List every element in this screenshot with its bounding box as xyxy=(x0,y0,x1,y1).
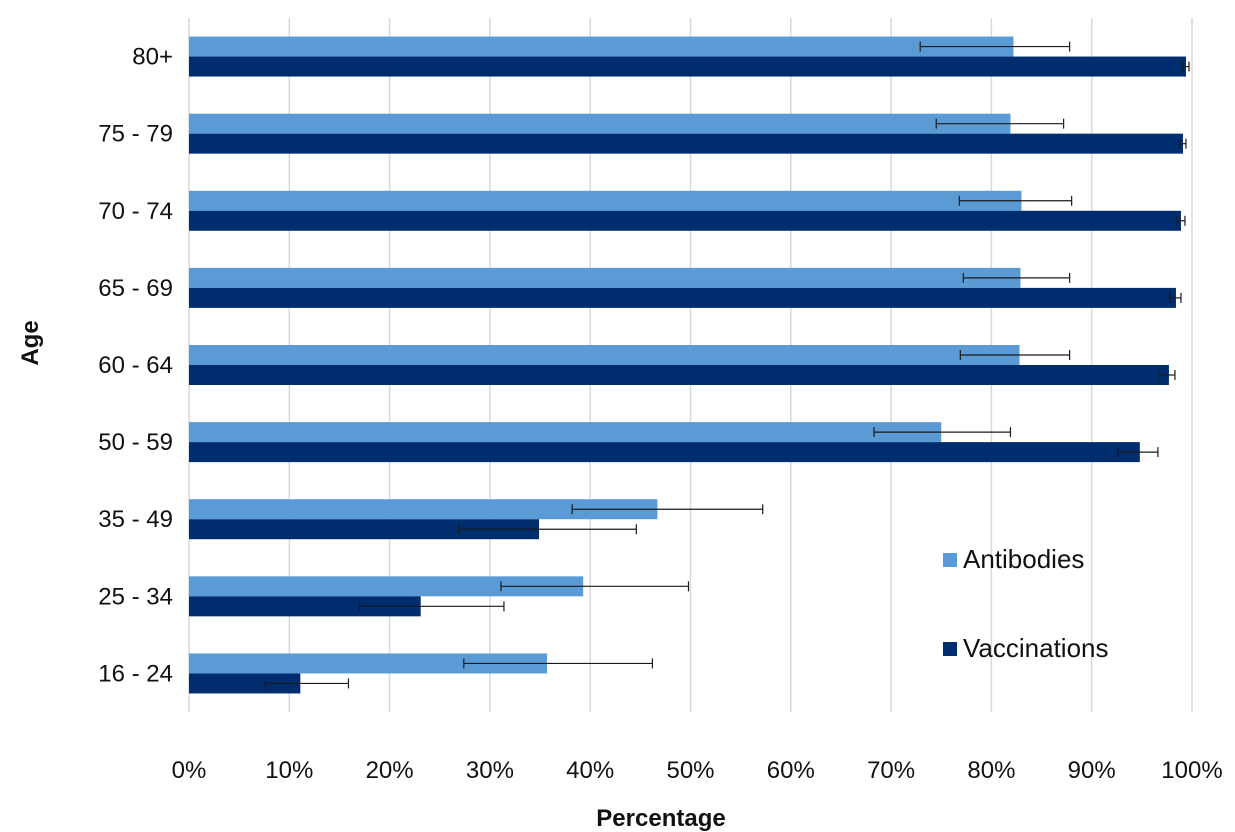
y-axis-title: Age xyxy=(17,320,44,365)
error-bar-antibodies xyxy=(463,658,653,669)
x-tick-label: 100% xyxy=(1161,757,1222,784)
error-bar-vaccinations xyxy=(1117,447,1159,458)
bars xyxy=(189,36,1186,694)
legend-label-vaccinations: Vaccinations xyxy=(963,633,1109,663)
y-tick-labels: 80+ 75 - 79 70 - 74 65 - 69 60 - 64 50 - 59 35… xyxy=(98,44,173,688)
x-tick-label: 70% xyxy=(867,757,915,784)
x-tick-label: 30% xyxy=(466,757,514,784)
error-bar-antibodies xyxy=(919,41,1071,52)
bar-antibodies xyxy=(189,576,584,597)
legend-swatch-antibodies xyxy=(943,553,957,567)
x-tick-label: 80% xyxy=(967,757,1015,784)
error-bar-antibodies xyxy=(571,504,764,515)
bar-vaccinations xyxy=(189,210,1181,231)
y-tick-label: 75 - 79 xyxy=(98,121,173,148)
y-tick-label: 60 - 64 xyxy=(98,352,173,379)
error-bar-vaccinations xyxy=(1159,370,1176,380)
y-tick-label: 70 - 74 xyxy=(98,198,173,225)
error-bar-vaccinations xyxy=(1179,138,1187,149)
bar-antibodies xyxy=(189,422,942,443)
error-bar-vaccinations xyxy=(458,524,637,535)
bar-vaccinations xyxy=(189,673,301,694)
bar-vaccinations xyxy=(189,287,1176,308)
bar-antibodies xyxy=(189,499,658,520)
bar-vaccinations xyxy=(189,442,1140,463)
bar-antibodies xyxy=(189,190,1022,211)
y-tick-label: 50 - 59 xyxy=(98,429,173,456)
legend-label-antibodies: Antibodies xyxy=(963,544,1084,574)
y-tick-label: 35 - 49 xyxy=(98,506,173,533)
x-tick-label: 10% xyxy=(265,757,313,784)
error-bar-vaccinations xyxy=(1182,61,1190,72)
x-tick-label: 60% xyxy=(767,757,815,784)
error-bar-antibodies xyxy=(873,427,1012,438)
error-bar-antibodies xyxy=(962,272,1071,283)
bar-vaccinations xyxy=(189,365,1169,385)
legend: Antibodies Vaccinations xyxy=(943,544,1109,663)
error-bar-vaccinations xyxy=(264,678,350,689)
bar-antibodies xyxy=(189,36,1014,57)
error-bar-antibodies xyxy=(500,581,690,592)
y-tick-label: 80+ xyxy=(132,44,173,71)
error-bars xyxy=(264,41,1190,689)
bar-antibodies xyxy=(189,653,548,674)
y-tick-label: 65 - 69 xyxy=(98,275,173,302)
error-bar-vaccinations xyxy=(358,601,505,612)
bar-antibodies xyxy=(189,113,1011,134)
error-bar-vaccinations xyxy=(1176,215,1186,226)
y-tick-label: 25 - 34 xyxy=(98,583,173,610)
error-bar-vaccinations xyxy=(1169,292,1182,303)
x-tick-label: 50% xyxy=(666,757,714,784)
x-tick-labels: 0% 10% 20% 30% 40% 50% 60% 70% 80% 90% 100% xyxy=(172,757,1223,784)
bar-vaccinations xyxy=(189,519,540,540)
error-bar-antibodies xyxy=(959,350,1071,360)
x-tick-label: 40% xyxy=(566,757,614,784)
bar-vaccinations xyxy=(189,596,421,617)
legend-swatch-vaccinations xyxy=(943,642,957,656)
bar-vaccinations xyxy=(189,133,1183,154)
x-tick-label: 0% xyxy=(172,757,207,784)
bar-antibodies xyxy=(189,267,1021,288)
y-tick-label: 16 - 24 xyxy=(98,660,173,687)
error-bar-antibodies xyxy=(958,195,1073,206)
error-bar-antibodies xyxy=(935,118,1065,129)
bar-vaccinations xyxy=(189,56,1186,77)
x-axis-title: Percentage xyxy=(596,805,725,832)
bar-antibodies xyxy=(189,345,1020,365)
x-tick-label: 90% xyxy=(1068,757,1116,784)
x-tick-label: 20% xyxy=(366,757,414,784)
